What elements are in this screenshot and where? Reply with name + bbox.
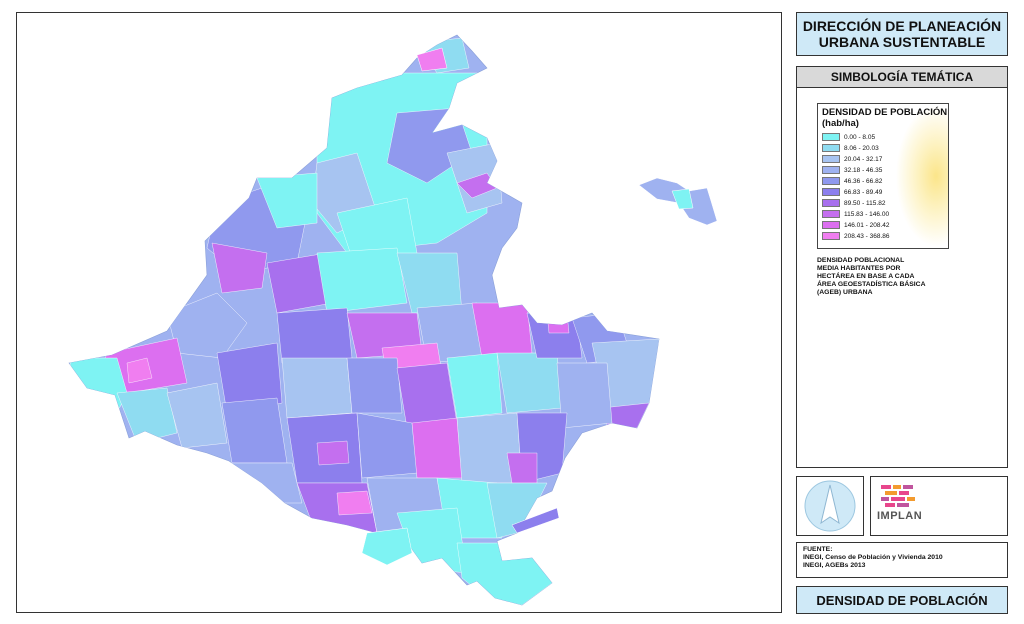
legend-title: DENSIDAD DE POBLACIÓN (hab/ha)	[822, 107, 947, 129]
legend-swatch	[822, 133, 840, 141]
legend-label: 0.00 - 8.05	[844, 133, 876, 141]
north-arrow-panel	[796, 476, 864, 536]
legend-label: 115.83 - 146.00	[844, 210, 890, 218]
outlying-area-south	[361, 527, 413, 566]
legend-item: 20.04 - 32.17	[822, 154, 882, 164]
source-heading: FUENTE:	[803, 546, 833, 553]
legend-swatch	[822, 221, 840, 229]
legend-swatch	[822, 188, 840, 196]
legend-title-line2: (hab/ha)	[822, 118, 859, 129]
symbology-header: SIMBOLOGÍA TEMÁTICA	[797, 67, 1007, 88]
legend-swatch	[822, 210, 840, 218]
legend-item: 146.01 - 208.42	[822, 220, 890, 230]
legend-label: 8.06 - 20.03	[844, 144, 879, 152]
legend-label: 46.36 - 66.82	[844, 177, 883, 185]
legend: DENSIDAD DE POBLACIÓN (hab/ha) 0.00 - 8.…	[817, 103, 949, 249]
legend-swatch	[822, 232, 840, 240]
outlying-area-east-detail	[671, 188, 694, 210]
north-arrow-icon	[804, 480, 856, 532]
legend-label: 89.50 - 115.82	[844, 199, 886, 207]
population-density-map	[68, 34, 718, 606]
note-line: MEDIA HABITANTES POR	[817, 265, 901, 272]
legend-label: 208.43 - 368.86	[844, 232, 890, 240]
legend-label: 32.18 - 46.35	[844, 166, 883, 174]
map-panel	[16, 12, 782, 613]
legend-item: 208.43 - 368.86	[822, 231, 890, 241]
legend-swatch	[822, 177, 840, 185]
legend-label: 20.04 - 32.17	[844, 155, 883, 163]
legend-item: 89.50 - 115.82	[822, 198, 885, 208]
map-subject-title: DENSIDAD DE POBLACIÓN	[796, 586, 1008, 614]
note-line: ÁREA GEOESTADÍSTICA BÁSICA	[817, 281, 926, 288]
legend-swatch	[822, 199, 840, 207]
density-note: DENSIDAD POBLACIONAL MEDIA HABITANTES PO…	[817, 257, 967, 297]
legend-label: 66.83 - 89.49	[844, 188, 883, 196]
legend-item: 115.83 - 146.00	[822, 209, 889, 219]
note-line: (AGEB) URBANA	[817, 289, 873, 296]
legend-swatch	[822, 144, 840, 152]
map-title: DIRECCIÓN DE PLANEACIÓN URBANA SUSTENTAB…	[796, 12, 1008, 56]
legend-swatch	[822, 155, 840, 163]
outlying-area-north	[416, 47, 448, 72]
implan-logo-panel: IMPLAN	[870, 476, 1008, 536]
legend-swatch	[822, 166, 840, 174]
legend-item: 0.00 - 8.05	[822, 132, 875, 142]
legend-item: 66.83 - 89.49	[822, 187, 882, 197]
implan-logo-icon	[881, 485, 915, 507]
implan-logo-text: IMPLAN	[877, 510, 923, 522]
legend-item: 46.36 - 66.82	[822, 176, 882, 186]
note-line: HECTÁREA EN BASE A CADA	[817, 273, 915, 280]
legend-item: 8.06 - 20.03	[822, 143, 879, 153]
legend-label: 146.01 - 208.42	[844, 221, 890, 229]
note-line: DENSIDAD POBLACIONAL	[817, 257, 905, 264]
outlying-strip-south	[511, 507, 560, 534]
legend-item: 32.18 - 46.35	[822, 165, 882, 175]
symbology-panel: SIMBOLOGÍA TEMÁTICA DENSIDAD DE POBLACIÓ…	[796, 66, 1008, 468]
source-panel: FUENTE: INEGI, Censo de Población y Vivi…	[796, 542, 1008, 578]
legend-title-line1: DENSIDAD DE POBLACIÓN	[822, 107, 948, 118]
source-line: INEGI, Censo de Población y Vivienda 201…	[803, 554, 943, 561]
source-line: INEGI, AGEBs 2013	[803, 562, 866, 569]
